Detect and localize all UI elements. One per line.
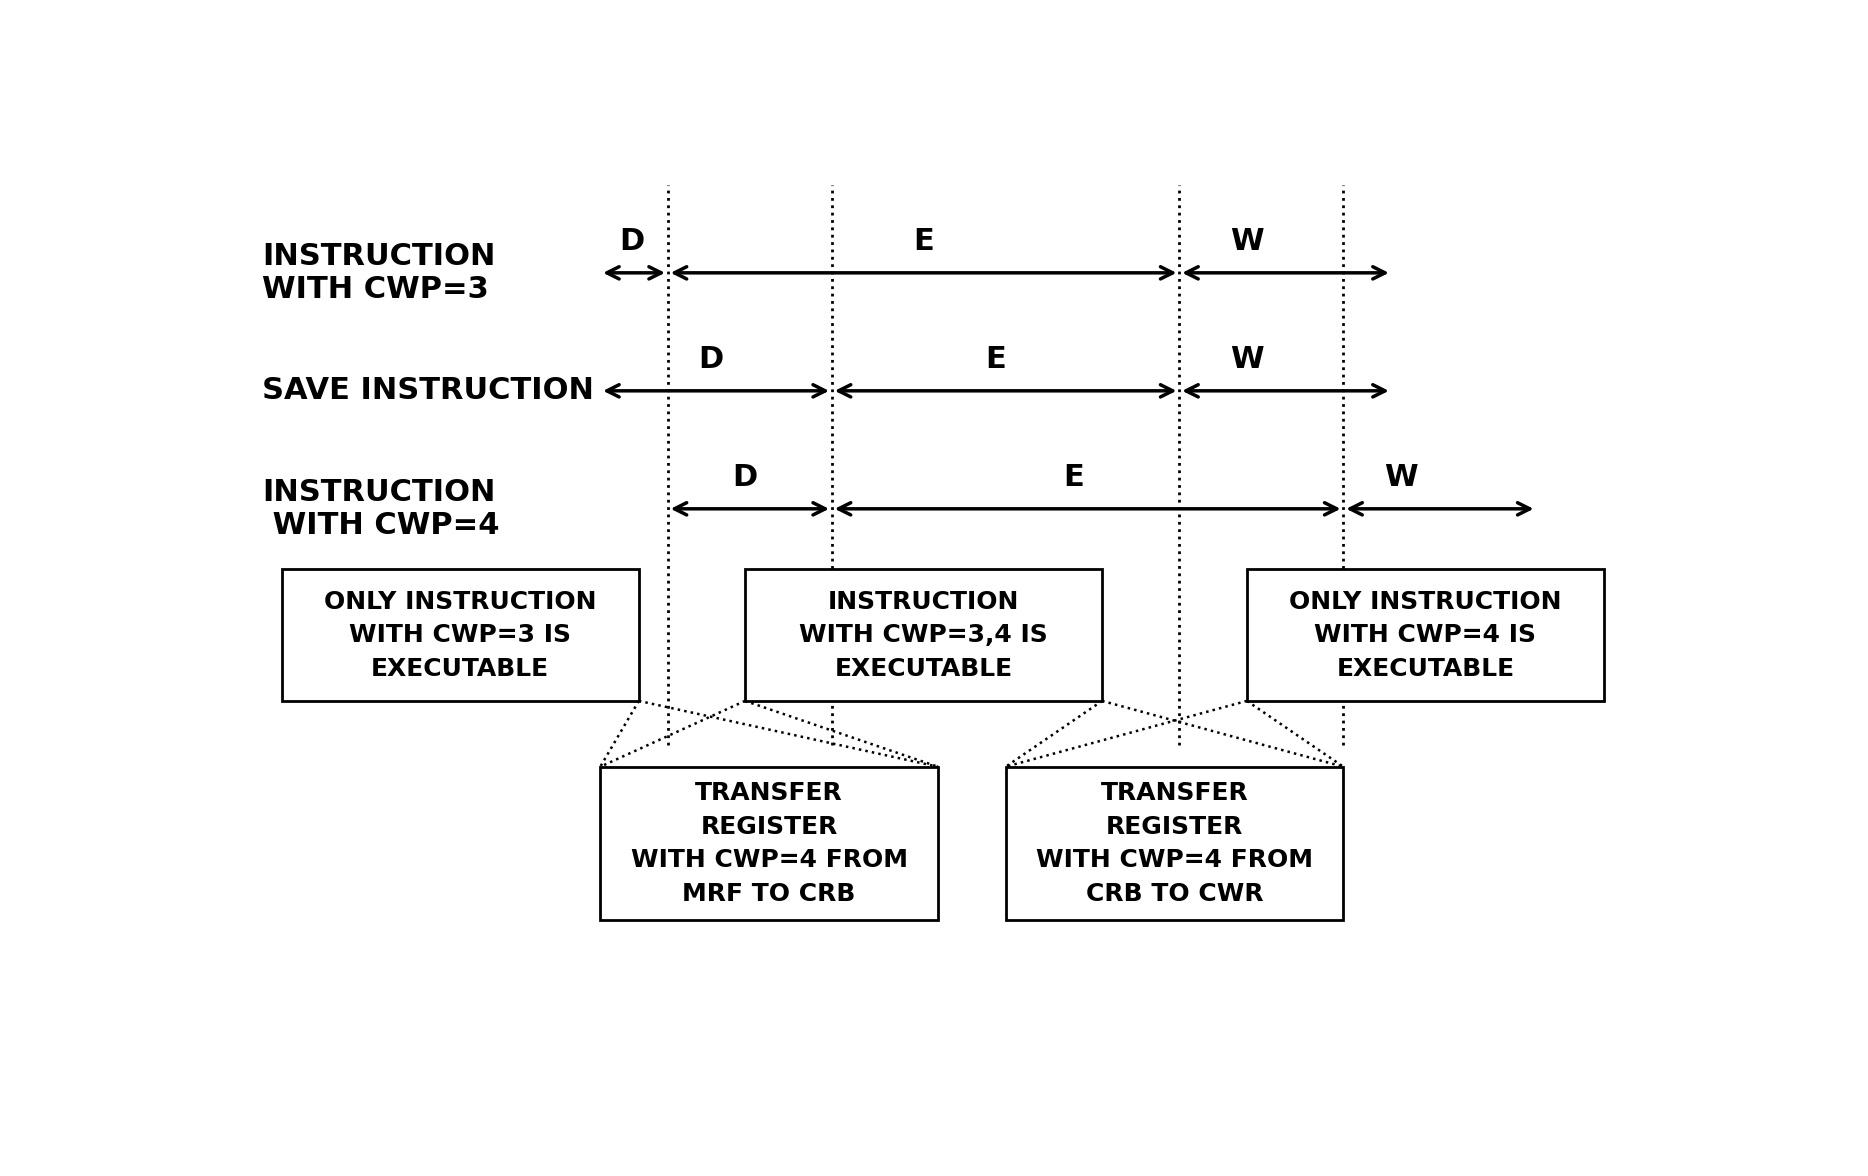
- Text: D: D: [699, 346, 725, 374]
- Bar: [600, 767, 938, 921]
- Bar: [1005, 767, 1343, 921]
- Text: D: D: [732, 463, 758, 493]
- Text: ONLY INSTRUCTION
WITH CWP=3 IS
EXECUTABLE: ONLY INSTRUCTION WITH CWP=3 IS EXECUTABL…: [323, 589, 596, 681]
- Text: ONLY INSTRUCTION
WITH CWP=4 IS
EXECUTABLE: ONLY INSTRUCTION WITH CWP=4 IS EXECUTABL…: [1289, 589, 1562, 681]
- Bar: [1248, 569, 1605, 701]
- Text: TRANSFER
REGISTER
WITH CWP=4 FROM
MRF TO CRB: TRANSFER REGISTER WITH CWP=4 FROM MRF TO…: [631, 781, 908, 906]
- Text: INSTRUCTION
WITH CWP=3: INSTRUCTION WITH CWP=3: [262, 241, 495, 305]
- Text: W: W: [1229, 227, 1265, 256]
- Bar: [745, 569, 1102, 701]
- Text: INSTRUCTION
 WITH CWP=4: INSTRUCTION WITH CWP=4: [262, 477, 501, 540]
- Text: W: W: [1229, 346, 1265, 374]
- Text: TRANSFER
REGISTER
WITH CWP=4 FROM
CRB TO CWR: TRANSFER REGISTER WITH CWP=4 FROM CRB TO…: [1037, 781, 1313, 906]
- Text: W: W: [1384, 463, 1418, 493]
- Text: E: E: [913, 227, 934, 256]
- Bar: [282, 569, 639, 701]
- Text: D: D: [620, 227, 644, 256]
- Text: E: E: [986, 346, 1007, 374]
- Text: INSTRUCTION
WITH CWP=3,4 IS
EXECUTABLE: INSTRUCTION WITH CWP=3,4 IS EXECUTABLE: [800, 589, 1048, 681]
- Text: E: E: [1063, 463, 1083, 493]
- Text: SAVE INSTRUCTION: SAVE INSTRUCTION: [262, 376, 594, 406]
